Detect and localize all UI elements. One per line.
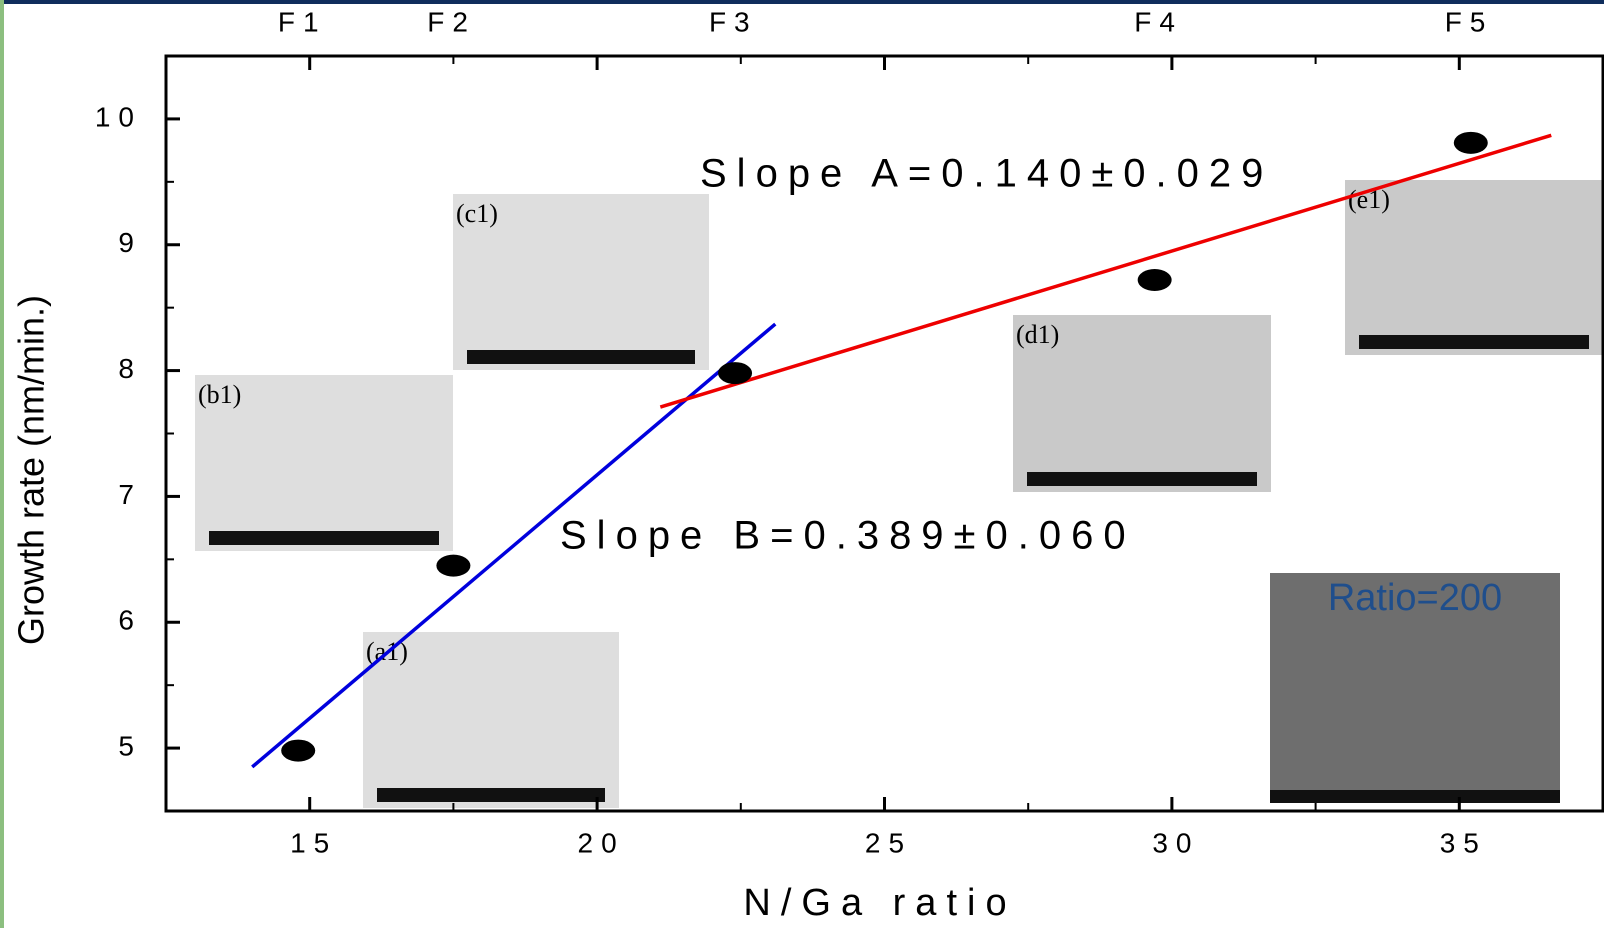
data-point [281,739,316,762]
inset-image [453,194,709,370]
scale-bar [377,788,605,802]
top-tick-label: F5 [1445,6,1494,37]
x-tick-label: 35 [1440,827,1487,858]
inset-label: (d1) [1016,320,1059,349]
y-tick-label: 9 [118,227,142,258]
x-axis-title: N/Ga ratio [743,882,1016,924]
annotation: Slope A=0.140±0.029 [700,152,1273,196]
inset-label: (c1) [456,199,498,228]
scale-bar [1027,472,1257,486]
y-tick-label: 7 [118,479,142,510]
top-tick-label: F4 [1134,6,1183,37]
scale-bar [209,531,439,545]
x-tick-label: 25 [865,827,912,858]
y-axis-title: Growth rate (nm/min.) [11,295,52,645]
fit-line [659,133,1552,409]
scale-bar [467,350,695,364]
y-tick-label: 10 [95,101,142,132]
data-point [718,362,753,385]
top-bar [0,0,1604,4]
x-tick-label: 15 [290,827,337,858]
data-point [1137,268,1172,291]
inset-image [1013,315,1271,492]
top-tick-label: F3 [709,6,758,37]
y-tick-label: 5 [118,730,142,761]
inset-image [1345,180,1603,355]
inset-image [195,375,453,551]
y-tick-label: 6 [118,605,142,636]
annotation: Slope B=0.389±0.060 [560,514,1136,558]
top-tick-label: F2 [427,6,476,37]
top-tick-label: F1 [278,6,327,37]
inset-image [363,632,619,808]
data-point [1453,131,1488,154]
y-tick-label: 8 [118,353,142,384]
side-bar [0,0,4,928]
inset-caption: Ratio=200 [1328,577,1502,619]
scale-bar [1270,790,1560,803]
x-tick-label: 20 [578,827,625,858]
inset-image [1270,573,1560,803]
inset-label: (b1) [198,380,241,409]
scale-bar [1359,335,1589,349]
x-tick-label: 30 [1152,827,1199,858]
data-point [436,554,471,577]
